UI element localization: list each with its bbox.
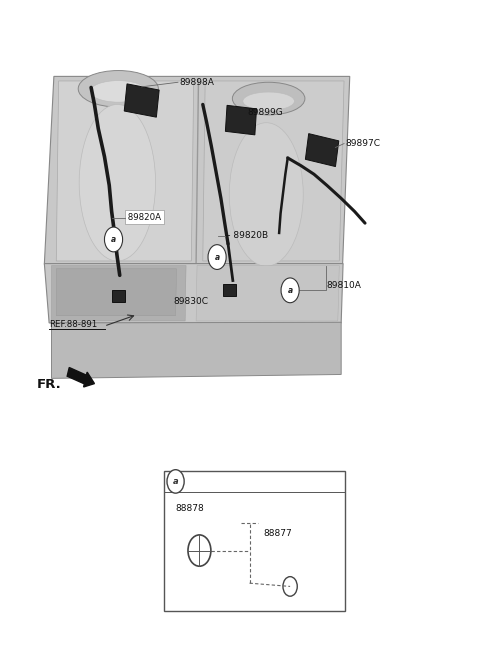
Ellipse shape [232, 83, 305, 115]
Ellipse shape [243, 92, 294, 110]
Polygon shape [44, 263, 343, 323]
Polygon shape [203, 81, 344, 261]
Text: 88877: 88877 [263, 529, 292, 538]
Polygon shape [305, 134, 339, 166]
Polygon shape [51, 322, 341, 379]
Text: 89898A: 89898A [179, 78, 214, 86]
Polygon shape [226, 105, 256, 135]
Circle shape [283, 576, 297, 596]
Polygon shape [56, 269, 177, 316]
Bar [124, 210, 164, 225]
Circle shape [208, 245, 226, 269]
Ellipse shape [78, 71, 158, 107]
Ellipse shape [90, 81, 146, 102]
Polygon shape [51, 265, 186, 321]
Circle shape [167, 470, 184, 493]
Polygon shape [112, 290, 125, 302]
Text: a: a [215, 253, 220, 261]
Text: 89820A: 89820A [125, 213, 161, 222]
Ellipse shape [79, 104, 156, 261]
Text: – 89820B: – 89820B [226, 231, 268, 240]
Text: 89899G: 89899G [248, 108, 283, 117]
Text: 89830C: 89830C [173, 297, 208, 306]
Polygon shape [196, 265, 339, 321]
Text: REF.88-891: REF.88-891 [49, 320, 97, 329]
Polygon shape [124, 84, 159, 117]
Text: 89810A: 89810A [327, 280, 362, 290]
Text: a: a [288, 286, 293, 295]
Circle shape [188, 535, 211, 566]
Text: FR.: FR. [37, 378, 62, 391]
Text: 89897C: 89897C [345, 139, 380, 148]
Bar [164, 471, 345, 611]
Polygon shape [44, 77, 350, 264]
Text: a: a [111, 235, 116, 244]
Polygon shape [56, 81, 194, 261]
Text: 88878: 88878 [176, 504, 204, 514]
Circle shape [281, 278, 299, 303]
FancyArrow shape [67, 367, 95, 387]
Circle shape [105, 227, 122, 252]
Polygon shape [223, 284, 236, 295]
Text: a: a [173, 477, 179, 486]
Ellipse shape [229, 122, 303, 266]
